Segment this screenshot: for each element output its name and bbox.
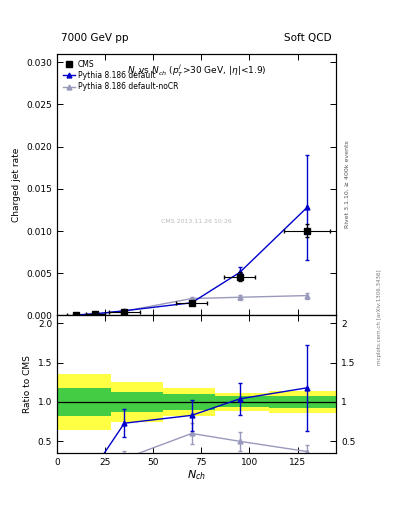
- Legend: CMS, Pythia 8.186 default, Pythia 8.186 default-noCR: CMS, Pythia 8.186 default, Pythia 8.186 …: [61, 57, 180, 94]
- Text: $N_j$ vs $N_{ch}$ ($p_T^j$>30 GeV, $|\eta|$<1.9): $N_j$ vs $N_{ch}$ ($p_T^j$>30 GeV, $|\et…: [127, 61, 266, 77]
- Text: mcplots.cern.ch [arXiv:1306.3436]: mcplots.cern.ch [arXiv:1306.3436]: [377, 270, 382, 365]
- Text: Soft QCD: Soft QCD: [285, 33, 332, 44]
- Text: CMS 2013.11.26 10:26: CMS 2013.11.26 10:26: [161, 219, 232, 224]
- Text: 7000 GeV pp: 7000 GeV pp: [61, 33, 129, 44]
- X-axis label: $N_{ch}$: $N_{ch}$: [187, 468, 206, 482]
- Y-axis label: Charged jet rate: Charged jet rate: [12, 147, 21, 222]
- Y-axis label: Rivet 3.1.10, ≥ 400k events: Rivet 3.1.10, ≥ 400k events: [345, 141, 350, 228]
- Y-axis label: Ratio to CMS: Ratio to CMS: [23, 355, 32, 413]
